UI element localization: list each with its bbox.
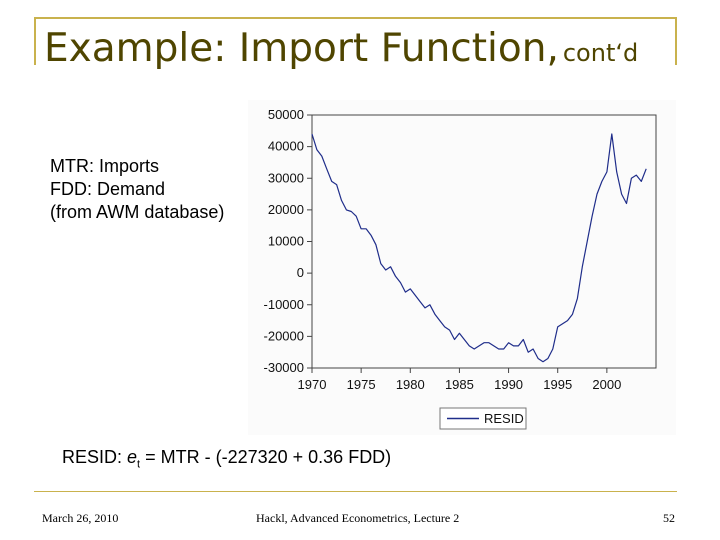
legend-label-resid: RESID (484, 411, 524, 426)
y-tick-label: -20000 (264, 328, 304, 343)
page-number: 52 (663, 511, 675, 525)
y-tick-label: 30000 (268, 170, 304, 185)
y-tick-label: 50000 (268, 107, 304, 122)
x-tick-label: 1990 (494, 377, 523, 392)
legend-line-imports: MTR: Imports (50, 156, 160, 176)
chart-background (248, 100, 676, 435)
x-tick-label: 1985 (445, 377, 474, 392)
y-tick-label: 0 (297, 265, 304, 280)
legend-box (439, 407, 527, 430)
x-tick-label: 2000 (592, 377, 621, 392)
series-line-resid (311, 133, 647, 363)
footer-date: March 26, 2010 (42, 511, 119, 525)
variable-legend-text: MTR: Imports FDD: Demand (from AWM datab… (50, 155, 224, 224)
footer-rule (34, 491, 677, 492)
y-tick-label: -30000 (264, 360, 304, 375)
x-tick-label: 1995 (543, 377, 572, 392)
footer-center: Hackl, Advanced Econometrics, Lecture 2 (256, 511, 460, 525)
y-tick-label: 10000 (268, 234, 304, 249)
x-tick-label: 1970 (298, 377, 327, 392)
formula-rest: = MTR - (-227320 + 0.36 FDD) (140, 447, 392, 467)
frame-top-rule (34, 17, 677, 19)
formula-subscript: t (137, 458, 141, 471)
legend-line-source: (from AWM database) (50, 202, 225, 222)
y-tick-label: 40000 (268, 139, 304, 154)
frame-left-rule (34, 17, 36, 65)
resid-formula: RESID: et = MTR - (-227320 + 0.36 FDD) (62, 447, 391, 471)
x-tick-label: 1980 (396, 377, 425, 392)
formula-prefix: RESID: (62, 447, 128, 467)
slide-title: Example: Import Function, cont‘d (44, 26, 638, 71)
formula-e: e (127, 447, 138, 467)
slide-title-sub: cont‘d (562, 39, 639, 67)
y-tick-label: 20000 (268, 202, 304, 217)
x-tick-label: 1975 (347, 377, 376, 392)
legend-line-demand: FDD: Demand (50, 179, 166, 199)
y-tick-label: -10000 (264, 297, 304, 312)
frame-right-rule (675, 17, 677, 65)
slide-title-main: Example: Import Function, (44, 26, 559, 71)
